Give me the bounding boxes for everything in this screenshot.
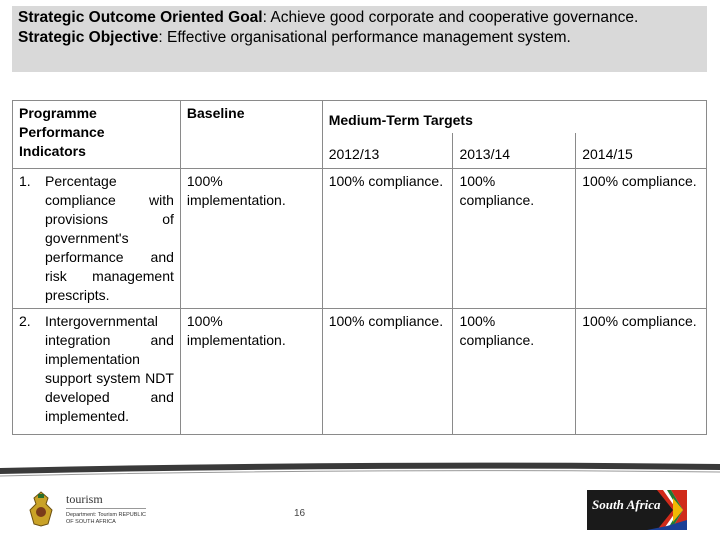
goal-text: : Achieve good corporate and cooperative…: [262, 9, 639, 26]
target-cell: 100% compliance.: [452, 168, 577, 309]
objective-label: Strategic Objective: [18, 28, 159, 46]
performance-table: Programme Performance Indicators Baselin…: [12, 100, 708, 435]
target-cell: 100% compliance.: [575, 308, 707, 435]
department-logo: tourism Department: Tourism REPUBLIC OF …: [66, 492, 146, 526]
objective-text: : Effective organisational performance m…: [158, 28, 571, 46]
page-number: 16: [294, 508, 306, 519]
year-header: 2013/14: [452, 133, 577, 169]
header-box: Strategic Outcome Oriented Goal: Achieve…: [12, 6, 707, 72]
baseline-cell: 100% implementation.: [179, 308, 323, 435]
year-header: 2014/15: [575, 133, 707, 169]
indicator-number: 1.: [19, 173, 31, 189]
table-header-row: Programme Performance Indicators Baselin…: [12, 100, 708, 169]
logo-text: South Africa: [592, 497, 661, 512]
baseline-cell: 100% implementation.: [179, 168, 323, 309]
indicator-cell: 1. Percentage compliance with provisions …: [12, 168, 181, 309]
department-brand: tourism: [66, 492, 146, 509]
header-baseline: Baseline: [179, 100, 323, 169]
south-africa-logo: [587, 490, 687, 530]
table-row: 1. Percentage compliance with provisions …: [12, 168, 707, 309]
table-row: 2. Intergovernmental integration and impl…: [12, 308, 707, 435]
target-cell: 100% compliance.: [321, 168, 454, 309]
footer-swoosh: [0, 462, 720, 477]
indicator-text: Intergovernmental integration and implem…: [45, 313, 174, 424]
header-indicators: Programme Performance Indicators: [12, 100, 181, 169]
indicator-cell: 2. Intergovernmental integration and impl…: [12, 308, 181, 435]
indicator-number: 2.: [19, 313, 31, 329]
target-cell: 100% compliance.: [452, 308, 577, 435]
coat-of-arms-icon: [29, 491, 53, 527]
indicator-text: Percentage compliance with provisions of…: [45, 173, 174, 303]
goal-label: Strategic Outcome Oriented Goal: [18, 9, 263, 26]
header-targets: Medium-Term Targets: [321, 100, 708, 133]
table-years-row: 2012/13 2013/14 2014/15: [13, 133, 707, 169]
department-line: Department: Tourism REPUBLIC OF SOUTH AF…: [66, 512, 146, 525]
year-header: 2012/13: [321, 133, 454, 169]
target-cell: 100% compliance.: [575, 168, 707, 309]
target-cell: 100% compliance.: [321, 308, 454, 435]
